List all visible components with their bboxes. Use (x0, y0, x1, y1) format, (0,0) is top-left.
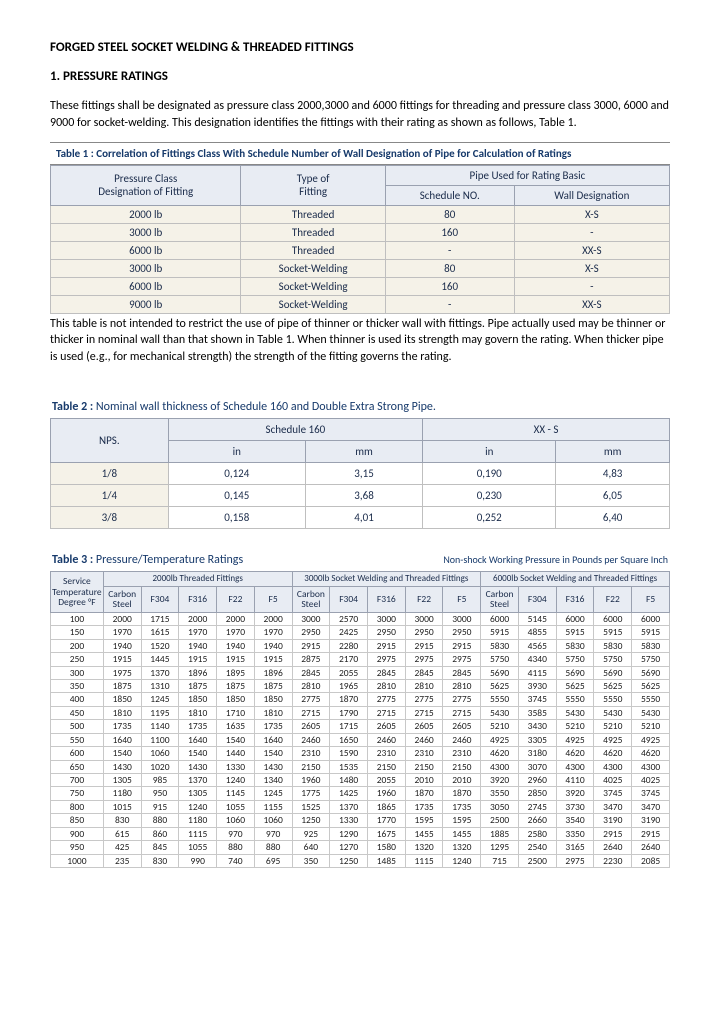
table-row: 8001015915124010551155152513701865173517… (51, 800, 670, 813)
table1-caption: Table 1 : Correlation of Fittings Class … (50, 142, 670, 165)
table-row: 1/80,1243,150,1904,83 (51, 462, 670, 484)
t2-head-s160: Schedule 160 (168, 418, 423, 440)
table-row: 2000 lbThreaded80X-S (51, 205, 670, 223)
t3-head-grp2: 3000lb Socket Welding and Threaded Fitti… (292, 571, 481, 586)
table-row: 6000 lbThreaded-XX-S (51, 241, 670, 259)
table-row: 3000 lbSocket-Welding80X-S (51, 259, 670, 277)
table-row: 9504258451055880880640127015801320132012… (51, 841, 670, 854)
t2-head-nps: NPS. (51, 418, 169, 462)
table-row: 1501970161519701970197029502425295029502… (51, 626, 670, 639)
table-row: 2501915144519151915191528752170297529752… (51, 653, 670, 666)
table-row: 1/40,1453,680,2306,05 (51, 484, 670, 506)
table-row: 8508308801180106010601250133017701595159… (51, 814, 670, 827)
t3-head-service: ServiceTemperatureDegree °F (51, 571, 104, 612)
table-row: 7001305985137012401340196014802055201020… (51, 774, 670, 787)
table-row: 6001540106015401440154023101590231023102… (51, 747, 670, 760)
table-row: 5001735114017351635173526051715260526052… (51, 720, 670, 733)
table-row: 6000 lbSocket-Welding160- (51, 277, 670, 295)
table-row: 5501640110016401540164024601650246024602… (51, 733, 670, 746)
table-row: 9006158601115970970925129016751455145518… (51, 827, 670, 840)
table-row: 4501810119518101710181027151790271527152… (51, 706, 670, 719)
table-row: 2001940152019401940194029152280291529152… (51, 639, 670, 652)
t2-head-xxs: XX - S (423, 418, 670, 440)
table3: ServiceTemperatureDegree °F 2000lb Threa… (50, 571, 670, 868)
table3-subnote: Non-shock Working Pressure in Pounds per… (443, 553, 668, 566)
t1-head-pipe: Pipe Used for Rating Basic (385, 165, 669, 185)
table3-caption: Table 3 : Pressure/Temperature Ratings N… (50, 549, 670, 571)
table-row: 6501430102014301330143021501535215021502… (51, 760, 670, 773)
t1-head-pressure: Pressure ClassDesignation of Fitting (51, 165, 241, 205)
t1-head-wall: Wall Designation (514, 185, 669, 205)
t3-head-grp3: 6000lb Socket Welding and Threaded Fitti… (481, 571, 670, 586)
table1: Pressure ClassDesignation of Fitting Typ… (50, 165, 670, 314)
table-row: 3001975137018961895189628452055284528452… (51, 666, 670, 679)
t1-head-schedule: Schedule NO. (385, 185, 514, 205)
table-row: 1002000171520002000200030002570300030003… (51, 612, 670, 625)
section-heading: 1. PRESSURE RATINGS (50, 69, 670, 84)
table-row: 3501875131018751875187528101965281028102… (51, 679, 670, 692)
table-row: 7501180950130511451245177514251960187018… (51, 787, 670, 800)
paragraph-after-t1: This table is not intended to restrict t… (50, 316, 670, 366)
table2: NPS. Schedule 160 XX - S in mm in mm 1/8… (50, 418, 670, 529)
t1-head-type: Type ofFitting (241, 165, 385, 205)
table-row: 4001850124518501850185027751870277527752… (51, 693, 670, 706)
page-title: FORGED STEEL SOCKET WELDING & THREADED F… (50, 40, 670, 55)
table-row: 9000 lbSocket-Welding-XX-S (51, 295, 670, 313)
table-row: 3/80,1584,010,2526,40 (51, 506, 670, 528)
table-row: 1000235830990740695350125014851115124071… (51, 854, 670, 867)
table-row: 3000 lbThreaded160- (51, 223, 670, 241)
t3-head-grp1: 2000lb Threaded Fittings (103, 571, 292, 586)
intro-paragraph: These fittings shall be designated as pr… (50, 98, 670, 132)
table2-caption: Table 2 : Nominal wall thickness of Sche… (50, 396, 670, 418)
